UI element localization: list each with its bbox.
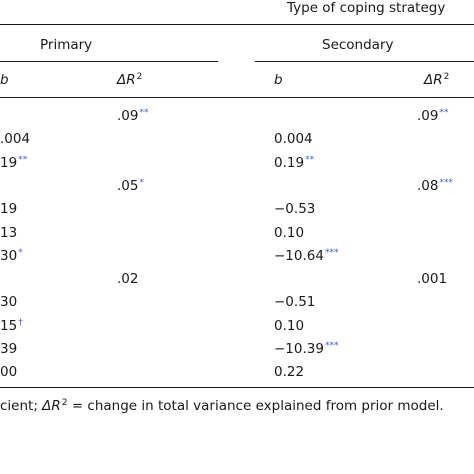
secondary-b-cell: 0.10: [274, 318, 305, 334]
secondary-b-cell: [274, 108, 275, 126]
column-header-secondary: Secondary: [322, 37, 394, 53]
primary-delta-r2-cell: [117, 155, 118, 173]
primary-delta-r2-cell: [117, 294, 118, 312]
secondary-delta-r2-cell: .001: [417, 271, 448, 287]
secondary-delta-r2-cell: [417, 318, 418, 336]
primary-b-cell: [0, 178, 1, 196]
table-header-title: Type of coping strategy: [287, 0, 446, 16]
primary-b-cell: 19**: [0, 155, 28, 171]
primary-b-cell: 30: [0, 294, 18, 310]
secondary-b-cell: 0.19**: [274, 155, 315, 171]
secondary-delta-r2-cell: [417, 248, 418, 266]
header-rule-bottom: [0, 97, 474, 98]
significance-marker: **: [439, 108, 449, 118]
secondary-b-cell: −10.39***: [274, 341, 339, 357]
column-header-primary: Primary: [40, 37, 93, 53]
secondary-delta-r2-cell: [417, 131, 418, 149]
primary-b-cell: [0, 271, 1, 289]
secondary-b-header: b: [274, 72, 283, 88]
secondary-delta-r2-cell: .09**: [417, 108, 449, 124]
secondary-delta-r2-cell: [417, 364, 418, 382]
primary-delta-r2-cell: .05*: [117, 178, 144, 194]
secondary-b-cell: −0.53: [274, 201, 316, 217]
primary-b-cell: 39: [0, 341, 18, 357]
primary-b-cell: .004: [0, 131, 31, 147]
secondary-delta-r2-cell: [417, 155, 418, 173]
primary-b-cell: 00: [0, 364, 18, 380]
table-footnote: cient; ΔR2 = change in total variance ex…: [0, 398, 444, 414]
secondary-delta-r2-cell: [417, 225, 418, 243]
significance-marker: †: [18, 318, 23, 328]
secondary-delta-r2-cell: [417, 294, 418, 312]
primary-delta-r2-cell: [117, 225, 118, 243]
significance-marker: ***: [324, 341, 339, 351]
primary-b-cell: 19: [0, 201, 18, 217]
primary-delta-r2-cell: [117, 201, 118, 219]
significance-marker: ***: [439, 178, 453, 188]
primary-delta-r2-cell: .09**: [117, 108, 149, 124]
secondary-group-rule: [255, 61, 474, 62]
significance-marker: **: [18, 155, 28, 165]
primary-delta-r2-cell: .02: [117, 271, 139, 287]
significance-marker: *: [18, 248, 23, 258]
primary-delta-r2-cell: [117, 341, 118, 359]
primary-b-cell: 13: [0, 225, 18, 241]
primary-group-rule: [0, 61, 218, 62]
secondary-b-cell: −0.51: [274, 294, 316, 310]
primary-delta-r2-header: ΔR2: [117, 72, 143, 88]
primary-b-cell: [0, 108, 1, 126]
secondary-b-cell: 0.22: [274, 364, 305, 380]
secondary-delta-r2-cell: [417, 341, 418, 359]
secondary-delta-r2-cell: .08***: [417, 178, 453, 194]
primary-b-header: b: [0, 72, 9, 88]
secondary-b-cell: [274, 271, 275, 289]
significance-marker: ***: [324, 248, 339, 258]
significance-marker: *: [139, 178, 144, 188]
primary-b-cell: 15†: [0, 318, 23, 334]
primary-delta-r2-cell: [117, 364, 118, 382]
table-rule-bottom: [0, 387, 474, 388]
primary-delta-r2-cell: [117, 318, 118, 336]
secondary-b-cell: −10.64***: [274, 248, 339, 264]
secondary-delta-r2-cell: [417, 201, 418, 219]
header-rule-top: [0, 24, 474, 25]
significance-marker: **: [305, 155, 315, 165]
significance-marker: **: [139, 108, 149, 118]
primary-delta-r2-cell: [117, 248, 118, 266]
secondary-delta-r2-header: ΔR2: [424, 72, 450, 88]
secondary-b-cell: 0.004: [274, 131, 313, 147]
primary-b-cell: 30*: [0, 248, 23, 264]
primary-delta-r2-cell: [117, 131, 118, 149]
secondary-b-cell: [274, 178, 275, 196]
secondary-b-cell: 0.10: [274, 225, 305, 241]
